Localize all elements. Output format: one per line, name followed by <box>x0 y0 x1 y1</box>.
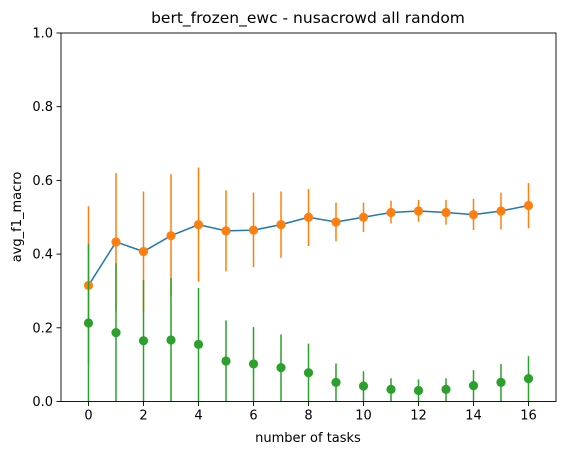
lower-data-point <box>193 339 204 349</box>
upper-data-point <box>111 237 121 247</box>
x-axis-label: number of tasks <box>255 431 361 446</box>
upper-data-point <box>441 207 451 218</box>
y-tick-label: 0.0 <box>32 395 53 410</box>
upper-data-point <box>221 226 231 236</box>
upper-data-point <box>276 220 286 230</box>
upper-data-point <box>248 225 259 235</box>
y-tick-label: 0.8 <box>32 100 53 115</box>
lower-data-point <box>138 336 149 346</box>
lower-data-point <box>276 362 286 373</box>
lower-data-point <box>468 381 479 391</box>
x-tick-label: 4 <box>194 409 202 424</box>
y-tick-label: 0.4 <box>32 248 53 263</box>
x-tick-label: 14 <box>465 409 482 424</box>
lower-data-point <box>111 327 121 338</box>
upper-data-point <box>193 220 204 230</box>
x-tick-label: 6 <box>249 409 257 424</box>
lower-data-point <box>331 377 341 387</box>
upper-data-point <box>496 206 506 216</box>
lower-data-point <box>248 359 259 369</box>
plot-area <box>83 167 534 402</box>
x-tick-label: 12 <box>410 409 427 424</box>
x-tick-label: 10 <box>355 409 372 424</box>
lower-data-point <box>166 335 176 345</box>
upper-data-point <box>468 210 479 220</box>
y-tick-label: 1.0 <box>32 27 53 42</box>
upper-data-point <box>523 200 534 211</box>
lower-data-point <box>358 381 369 391</box>
upper-data-point <box>303 212 314 222</box>
lower-data-point <box>303 368 314 378</box>
upper-data-point <box>138 246 149 257</box>
lower-data-point <box>496 377 506 387</box>
x-tick-label: 0 <box>84 409 92 424</box>
x-tick-label: 2 <box>139 409 147 424</box>
upper-data-point <box>413 206 424 216</box>
lower-data-point <box>441 384 451 394</box>
axes: 0 2 4 6 8 10 12 14 16 0.0 0.2 0.4 0.6 0.8 1.0 <box>32 27 536 424</box>
upper-data-point <box>386 207 396 218</box>
lower-data-point <box>523 374 534 384</box>
lower-data-point <box>221 356 231 366</box>
x-tick-label: 8 <box>304 409 312 424</box>
y-tick-label: 0.6 <box>32 174 53 189</box>
y-tick-label: 0.2 <box>32 321 53 336</box>
lower-data-point <box>83 318 94 328</box>
upper-data-point <box>331 217 341 227</box>
lower-data-point <box>386 384 396 394</box>
upper-data-point <box>358 212 369 222</box>
chart-title: bert_frozen_ewc - nusacrowd all random <box>151 9 465 28</box>
y-axis-label: avg_f1_macro <box>10 172 25 263</box>
upper-data-point <box>166 231 176 241</box>
lower-data-point <box>413 385 424 396</box>
x-tick-label: 16 <box>520 409 537 424</box>
